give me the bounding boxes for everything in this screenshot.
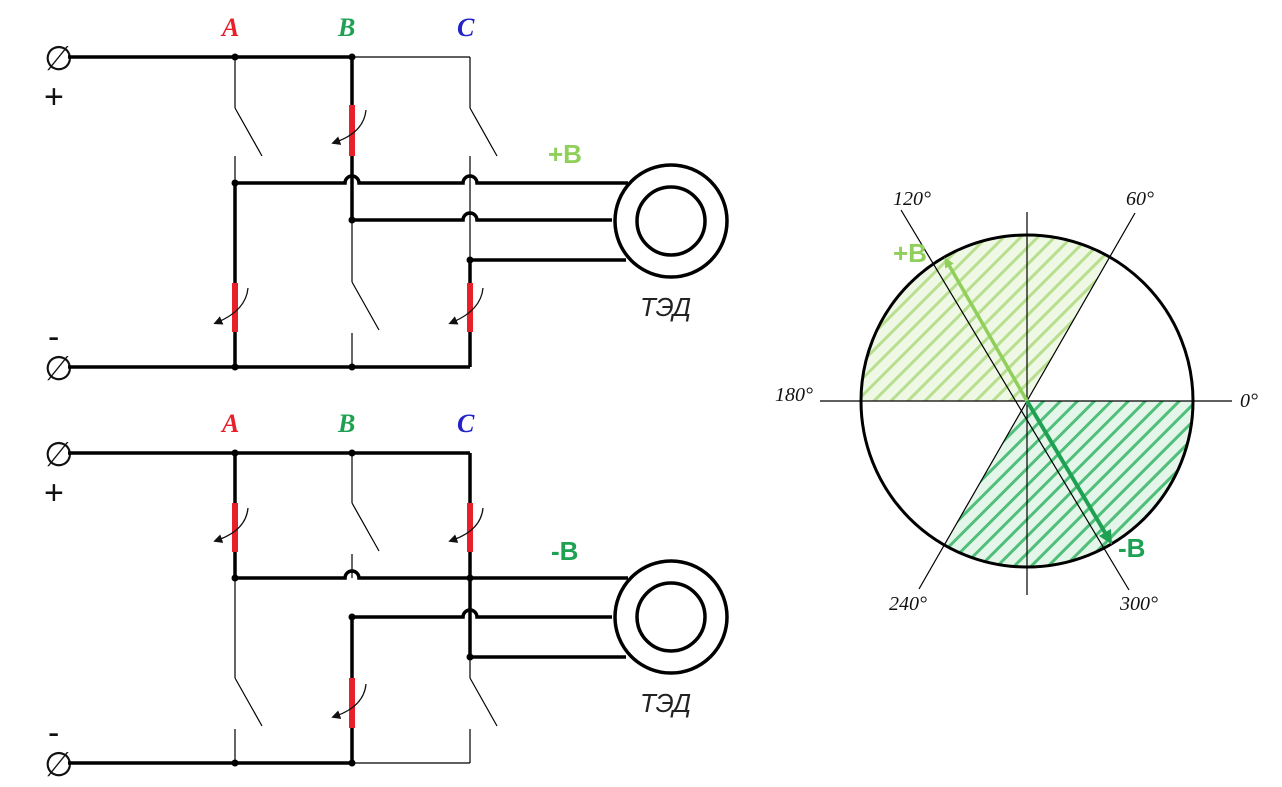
junction-dots (231, 53, 474, 371)
axis-120-300 (900, 209, 1130, 591)
circuit-top: ∅ + - ∅ A B C (44, 13, 729, 388)
angle-0-label: 0° (1240, 390, 1258, 412)
phasor-circle (859, 233, 1195, 569)
motor-label: ТЭД (640, 292, 691, 322)
angle-60-label: 60° (1126, 188, 1154, 210)
phase-a-label: A (220, 409, 239, 438)
motor-feeders (235, 569, 628, 659)
motor-label: ТЭД (640, 688, 691, 718)
motor (613, 559, 729, 675)
positive-bus (68, 55, 471, 70)
minus-terminal-symbol: ∅ (44, 746, 74, 784)
junction-dots (231, 449, 474, 767)
vector-label: +B (548, 139, 582, 169)
motor (613, 163, 729, 279)
angle-300-label: 300° (1119, 593, 1158, 615)
plus-terminal-symbol: ∅ (44, 436, 74, 474)
minus-terminal-symbol: ∅ (44, 350, 74, 388)
leg-b (331, 57, 380, 367)
vector-label: -B (551, 536, 578, 566)
phasor-diagram: +B -B 0° 60° 120° 180° 240° 300° (775, 188, 1258, 615)
minus-sign: - (48, 714, 59, 752)
plus-sign: + (44, 78, 64, 116)
angle-180-label: 180° (775, 384, 813, 406)
sector-negative (944, 401, 1194, 568)
leg-c (448, 70, 498, 367)
plus-terminal-symbol: ∅ (44, 40, 74, 78)
minus-sign: - (48, 318, 59, 356)
sector-positive (860, 234, 1110, 401)
phase-a-label: A (220, 13, 239, 42)
vector-positive (944, 257, 1029, 402)
leg-a (213, 453, 263, 763)
vector-negative (1025, 399, 1113, 545)
leg-b (331, 453, 380, 763)
angle-120-label: 120° (893, 188, 931, 210)
vector-positive-label: +B (893, 238, 927, 268)
angle-240-label: 240° (889, 593, 927, 615)
phase-b-label: B (337, 13, 355, 42)
leg-c (448, 453, 498, 763)
phase-b-label: B (337, 409, 355, 438)
leg-a (213, 57, 263, 367)
phase-c-label: C (457, 13, 475, 42)
plus-sign: + (44, 474, 64, 512)
circuit-bottom: ∅ + - ∅ A B C (44, 409, 729, 784)
vector-negative-label: -B (1118, 533, 1145, 563)
motor-feeders (235, 174, 628, 262)
phase-c-label: C (457, 409, 475, 438)
